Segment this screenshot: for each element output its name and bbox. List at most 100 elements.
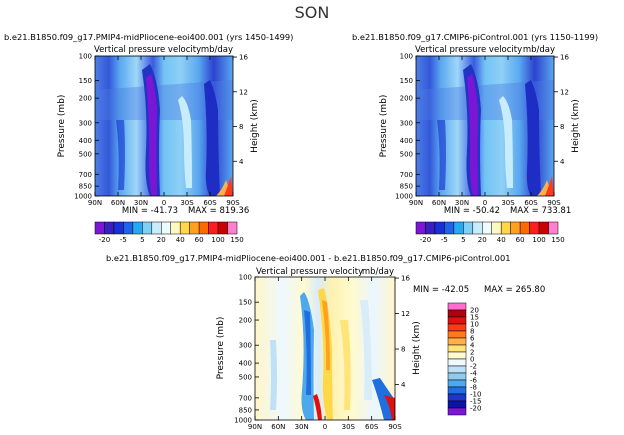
y-tick-label: 300 — [400, 119, 413, 127]
labelbar-3-label: 20 — [470, 307, 479, 315]
panel-3-plot-area — [254, 276, 396, 421]
labelbar-3-box — [447, 379, 467, 388]
y-tick-label: 200 — [400, 95, 413, 103]
x-tick-label: 60S — [365, 423, 379, 431]
panel-2-max: MAX = 733.81 — [510, 206, 571, 216]
x-tick-label: 60S — [524, 199, 538, 207]
y-tick-label: 400 — [400, 137, 413, 145]
x-tick-label: 90N — [88, 199, 102, 207]
labelbar-1-box — [208, 221, 219, 235]
labelbar-2-box — [538, 221, 549, 235]
x-tick-label: 60N — [271, 423, 285, 431]
labelbar-3-label: -2 — [470, 363, 477, 371]
labelbar-2-label: 5 — [461, 236, 465, 244]
y-tick-label: 400 — [239, 360, 252, 368]
y-right-tick-label: 8 — [560, 123, 564, 131]
panel-1-min: MIN = -41.73 — [122, 206, 178, 216]
labelbar-3-box — [447, 330, 467, 339]
labelbar-1-label: 5 — [140, 236, 144, 244]
labelbar-2-box — [529, 221, 540, 235]
labelbar-1-box — [179, 221, 190, 235]
labelbar-3-label: -20 — [470, 405, 481, 413]
labelbar-2-box — [482, 221, 492, 235]
panel-3-min: MIN = -42.05 — [413, 285, 469, 295]
x-tick-label: 90S — [547, 199, 561, 207]
labelbar-1-label: 100 — [211, 236, 224, 244]
panel-1-axes: 90N 60N 30N 0 30S 60S 90S 100 150 200 300 400 500 700… — [74, 53, 248, 208]
x-tick-label: 30N — [134, 199, 148, 207]
panel-2-ylabel-right: Height (km) — [571, 99, 581, 153]
panel-2-subtitle-left: Vertical pressure velocity — [415, 45, 522, 55]
x-tick-label: 90S — [226, 199, 240, 207]
y-tick-label: 150 — [79, 77, 92, 85]
panel-2-plot-area — [415, 55, 555, 197]
panel-3: b.e21.B1850.f09_g17.PMIP4-midPliocene-eo… — [106, 253, 545, 421]
labelbar-3-box — [447, 323, 467, 332]
x-tick-label: 30S — [342, 423, 356, 431]
panel-2-axes: 90N 60N 30N 0 30S 60S 90S 100 150 200 300 400 500 700… — [395, 53, 569, 208]
panel-1-ylabel: Pressure (mb) — [57, 95, 67, 158]
x-tick-label: 60N — [432, 199, 446, 207]
labelbar-1-label: 40 — [176, 236, 185, 244]
labelbar-3-box — [447, 393, 467, 402]
labelbar-3-box — [447, 316, 467, 325]
labelbar-1-box — [198, 221, 209, 235]
labelbar-2-box — [510, 221, 521, 235]
labelbar-2-box — [463, 221, 474, 235]
panel-1-ylabel-right: Height (km) — [250, 99, 260, 153]
y-tick-label: 400 — [79, 137, 92, 145]
panel-2-ylabel: Pressure (mb) — [379, 95, 389, 158]
panel-1-title: b.e21.B1850.f09_g17.PMIP4-midPliocene-eo… — [4, 32, 293, 42]
x-tick-label: 60S — [203, 199, 217, 207]
labelbar-2-box — [415, 221, 426, 235]
labelbar-1-box — [217, 221, 228, 235]
y-tick-label: 850 — [239, 406, 252, 414]
x-tick-label: 90S — [388, 423, 402, 431]
labelbar-3-label: -6 — [470, 377, 478, 385]
y-tick-label: 700 — [400, 171, 413, 179]
labelbar-2-box — [500, 221, 511, 235]
labelbar-3-label: 2 — [470, 349, 474, 357]
x-tick-label: 0 — [323, 423, 327, 431]
panel-3-subtitle-left: Vertical pressure velocity — [256, 267, 363, 277]
labelbar-2-label: 100 — [532, 236, 545, 244]
y-tick-label: 1000 — [74, 193, 92, 201]
labelbar-2-label: -20 — [420, 236, 431, 244]
y-tick-label: 200 — [79, 95, 92, 103]
y-right-tick-label: 12 — [401, 310, 410, 318]
labelbar-3-label: 10 — [470, 321, 479, 329]
panel-2: b.e21.B1850.f09_g17.CMIP6-piControl.001 … — [352, 32, 598, 216]
y-tick-label: 700 — [79, 171, 92, 179]
x-tick-label: 60N — [111, 199, 125, 207]
labelbar-3-box — [447, 400, 467, 409]
labelbar-1-box — [227, 221, 238, 235]
x-tick-label: 30N — [295, 423, 309, 431]
panel-1-max: MAX = 819.36 — [188, 206, 249, 216]
y-tick-label: 100 — [400, 53, 413, 61]
labelbar-2-label: 150 — [551, 236, 564, 244]
y-right-tick-label: 8 — [401, 346, 405, 354]
labelbar-2-box — [548, 221, 559, 235]
labelbar-1-label: 150 — [230, 236, 243, 244]
labelbar-2-label: 40 — [497, 236, 506, 244]
y-tick-label: 850 — [400, 183, 413, 191]
labelbar-3-label: 8 — [470, 328, 474, 336]
labelbar-2-box — [491, 221, 502, 235]
y-tick-label: 1000 — [234, 417, 252, 425]
labelbar-3-box — [447, 365, 467, 374]
labelbar-1-box — [132, 221, 143, 235]
labelbar-2: -20 -5 5 20 40 60 100 150 — [415, 221, 565, 244]
y-tick-label: 150 — [400, 77, 413, 85]
labelbar-1-box — [161, 221, 171, 235]
labelbar-2-label: -5 — [441, 236, 448, 244]
y-tick-label: 700 — [239, 394, 252, 402]
y-tick-label: 300 — [79, 119, 92, 127]
y-tick-label: 850 — [79, 183, 92, 191]
labelbar-1-box — [170, 221, 181, 235]
page-title: SON — [295, 3, 330, 22]
labelbar-2-box — [519, 221, 530, 235]
labelbar-2-box — [453, 221, 464, 235]
x-tick-label: 0 — [483, 199, 487, 207]
